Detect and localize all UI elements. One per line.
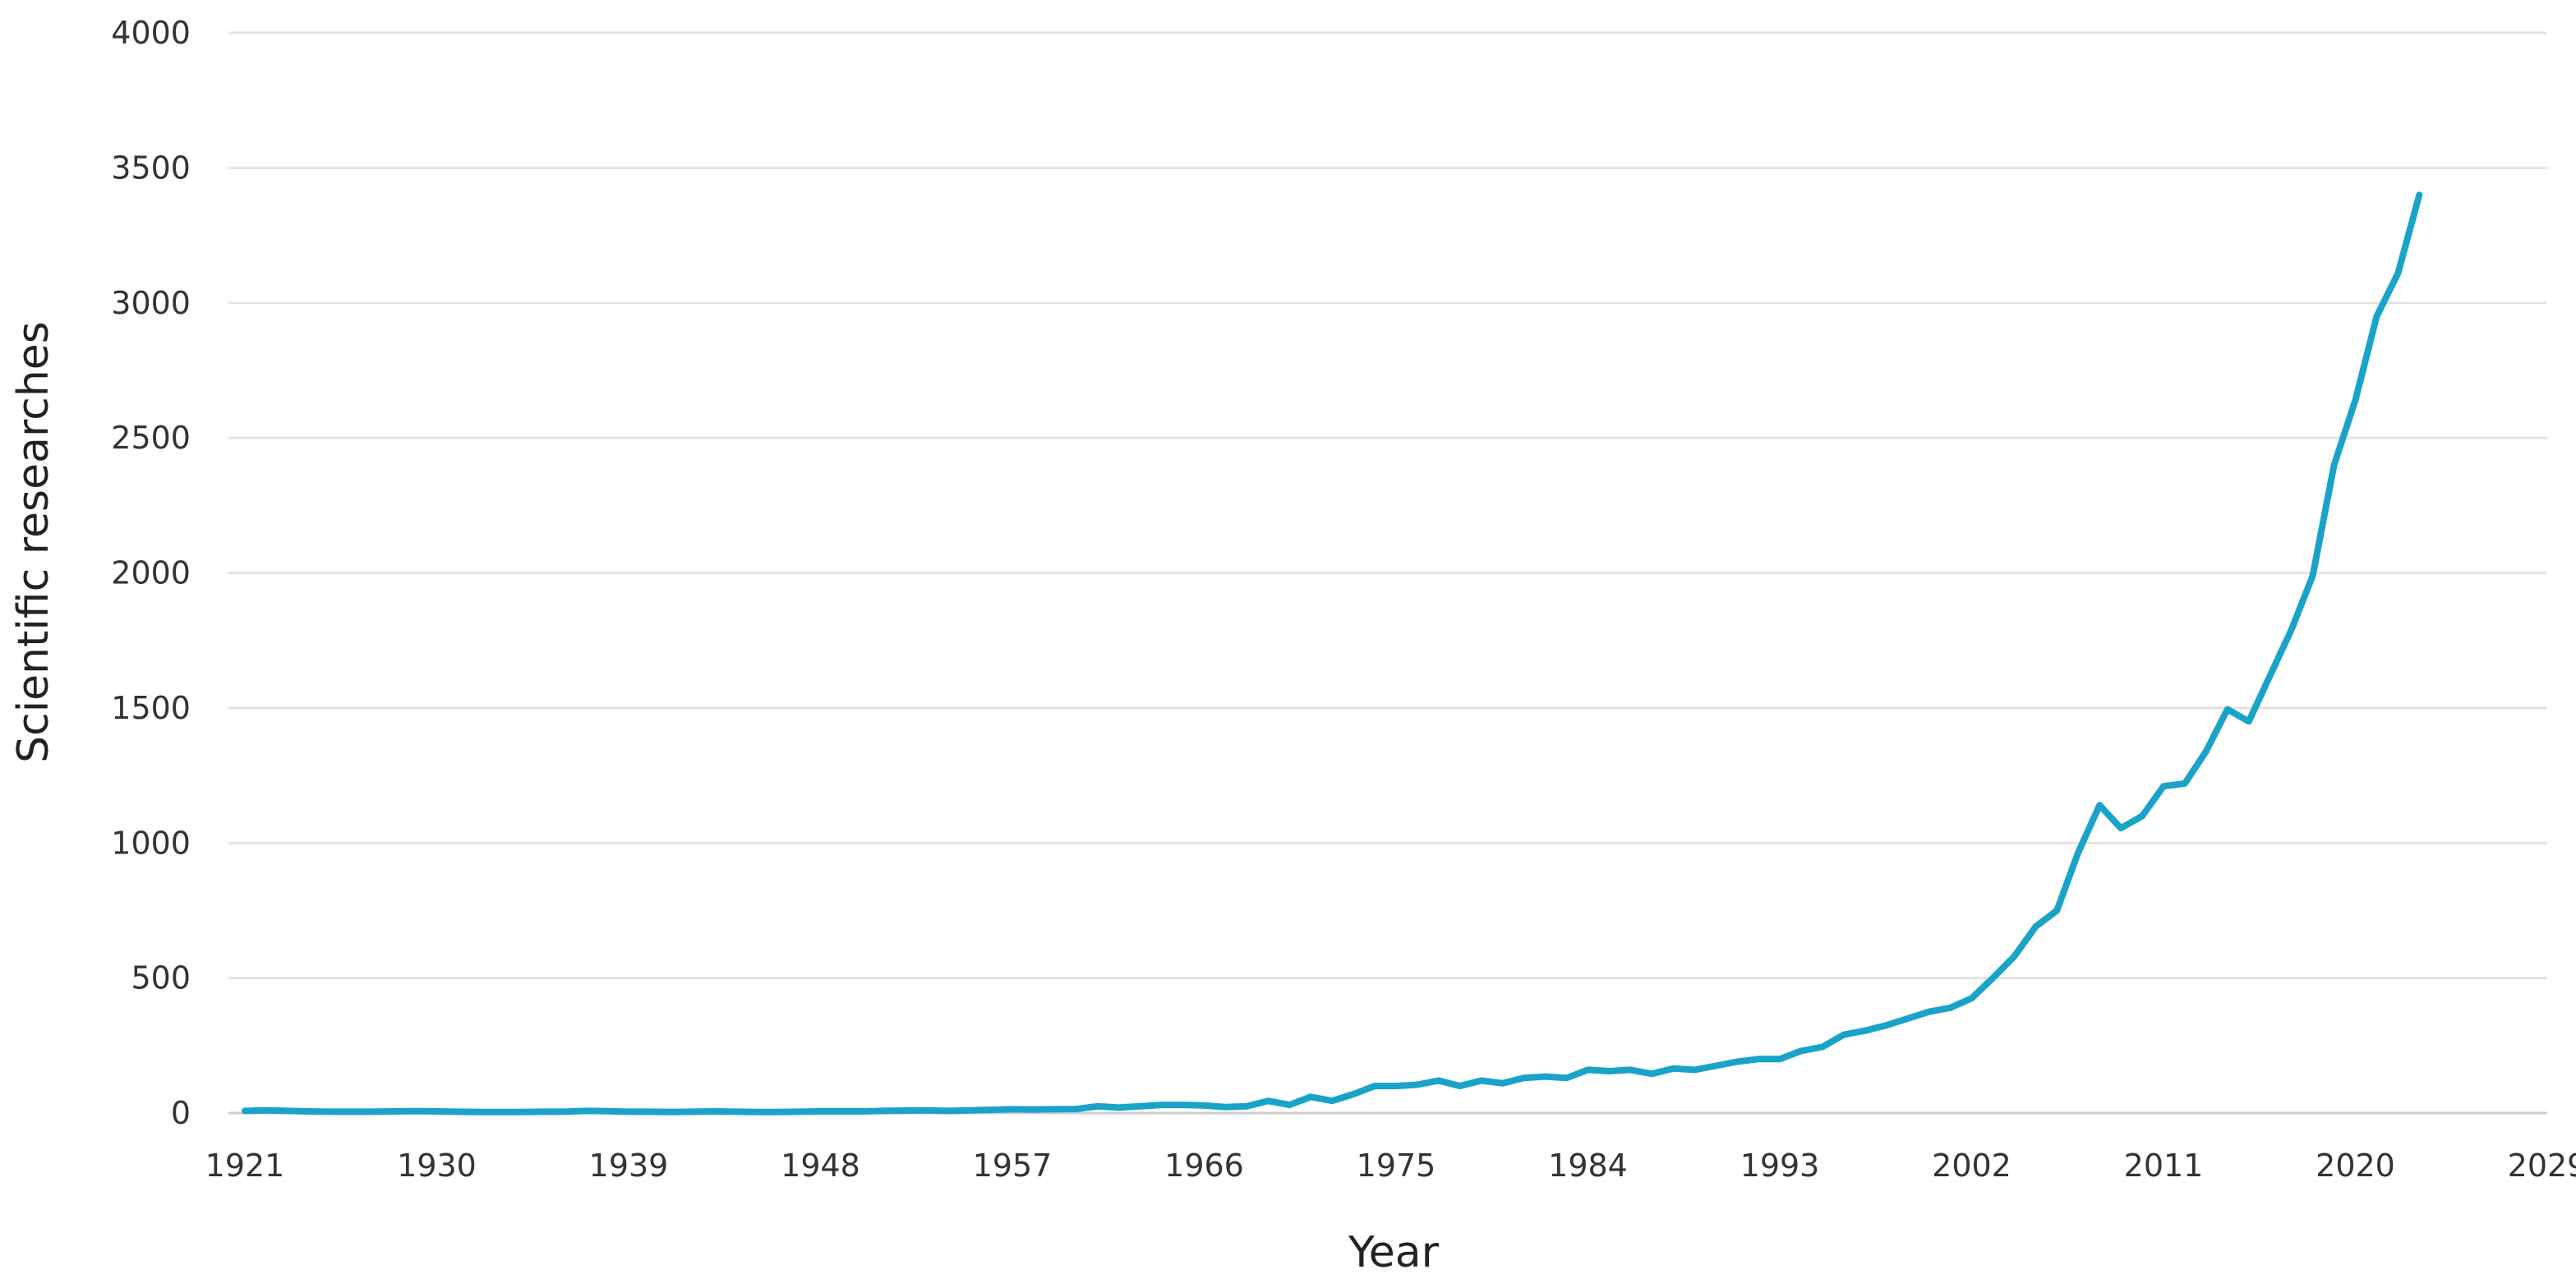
y-tick-label: 1500 bbox=[111, 690, 191, 726]
y-tick-label: 500 bbox=[131, 960, 191, 996]
series-layer bbox=[242, 191, 2423, 1116]
x-tick-label: 2002 bbox=[1932, 1148, 2011, 1184]
y-tick-label: 0 bbox=[171, 1095, 191, 1131]
y-axis-title: Scientific researches bbox=[9, 321, 58, 763]
x-tick-label: 1939 bbox=[589, 1148, 669, 1184]
x-tick-label: 1957 bbox=[973, 1148, 1053, 1184]
x-tick-label: 2011 bbox=[2124, 1148, 2204, 1184]
x-tick-label: 1993 bbox=[1740, 1148, 1820, 1184]
y-tick-label: 3500 bbox=[111, 150, 191, 186]
x-tick-label: 1966 bbox=[1164, 1148, 1244, 1184]
x-tick-label: 1948 bbox=[781, 1148, 860, 1184]
series-line bbox=[242, 191, 2423, 1116]
x-tick-label: 2020 bbox=[2316, 1148, 2395, 1184]
x-tick-label: 1921 bbox=[205, 1148, 285, 1184]
x-axis-ticks: 1921 1930 1939 1948 1957 1966 1975 1984 1993 2002… bbox=[205, 1148, 2576, 1184]
x-axis-title: Year bbox=[1348, 1228, 1440, 1277]
y-tick-label: 2500 bbox=[111, 420, 191, 456]
x-tick-label: 2029 bbox=[2508, 1148, 2576, 1184]
y-tick-label: 4000 bbox=[111, 15, 191, 51]
x-tick-label: 1984 bbox=[1548, 1148, 1628, 1184]
y-axis-ticks: 0 500 1000 1500 2000 2500 3000 3500 4000 bbox=[111, 15, 191, 1131]
y-tick-label: 1000 bbox=[111, 825, 191, 861]
y-tick-label: 2000 bbox=[111, 555, 191, 591]
grid bbox=[228, 31, 2547, 1115]
x-tick-label: 1930 bbox=[397, 1148, 477, 1184]
x-tick-label: 1975 bbox=[1357, 1148, 1436, 1184]
y-tick-label: 3000 bbox=[111, 285, 191, 321]
